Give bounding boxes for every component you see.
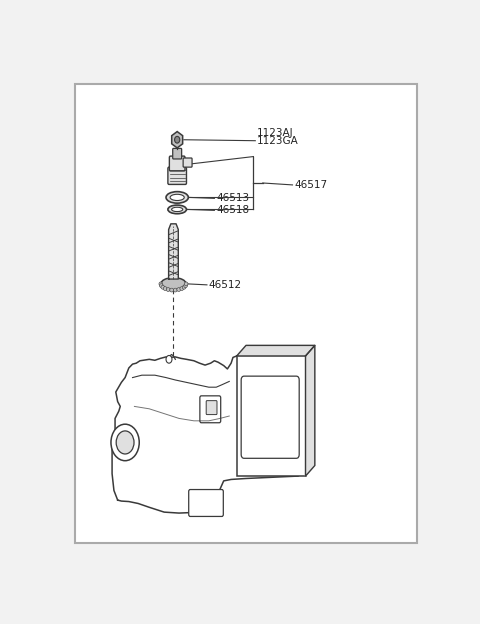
Text: 1123AJ: 1123AJ (257, 128, 294, 138)
Ellipse shape (180, 286, 184, 291)
Text: 46512: 46512 (209, 280, 242, 290)
FancyBboxPatch shape (241, 376, 299, 458)
Ellipse shape (177, 288, 180, 291)
Circle shape (116, 431, 134, 454)
Polygon shape (112, 356, 309, 513)
Ellipse shape (172, 207, 183, 212)
Ellipse shape (167, 288, 170, 291)
Ellipse shape (168, 205, 186, 214)
FancyBboxPatch shape (173, 149, 181, 159)
FancyBboxPatch shape (200, 396, 221, 422)
Ellipse shape (163, 286, 167, 291)
FancyBboxPatch shape (189, 490, 223, 517)
Circle shape (175, 137, 180, 143)
Text: 46518: 46518 (216, 205, 250, 215)
FancyBboxPatch shape (169, 156, 185, 171)
Polygon shape (237, 346, 315, 356)
Circle shape (111, 424, 139, 461)
Ellipse shape (161, 285, 165, 289)
Ellipse shape (161, 278, 186, 290)
Bar (237, 356, 305, 476)
FancyBboxPatch shape (168, 167, 186, 185)
FancyBboxPatch shape (206, 401, 217, 414)
Text: 46513: 46513 (216, 193, 250, 203)
FancyBboxPatch shape (183, 158, 192, 167)
Ellipse shape (170, 288, 174, 292)
Ellipse shape (182, 285, 186, 289)
Ellipse shape (184, 284, 188, 288)
Polygon shape (305, 346, 315, 476)
Ellipse shape (184, 282, 188, 286)
Text: 46517: 46517 (294, 180, 327, 190)
Circle shape (166, 356, 172, 363)
Polygon shape (168, 224, 178, 279)
Ellipse shape (173, 288, 177, 292)
Ellipse shape (166, 192, 188, 203)
Ellipse shape (159, 282, 163, 286)
Ellipse shape (159, 284, 163, 288)
Ellipse shape (170, 194, 184, 200)
Text: 1123GA: 1123GA (257, 135, 299, 145)
